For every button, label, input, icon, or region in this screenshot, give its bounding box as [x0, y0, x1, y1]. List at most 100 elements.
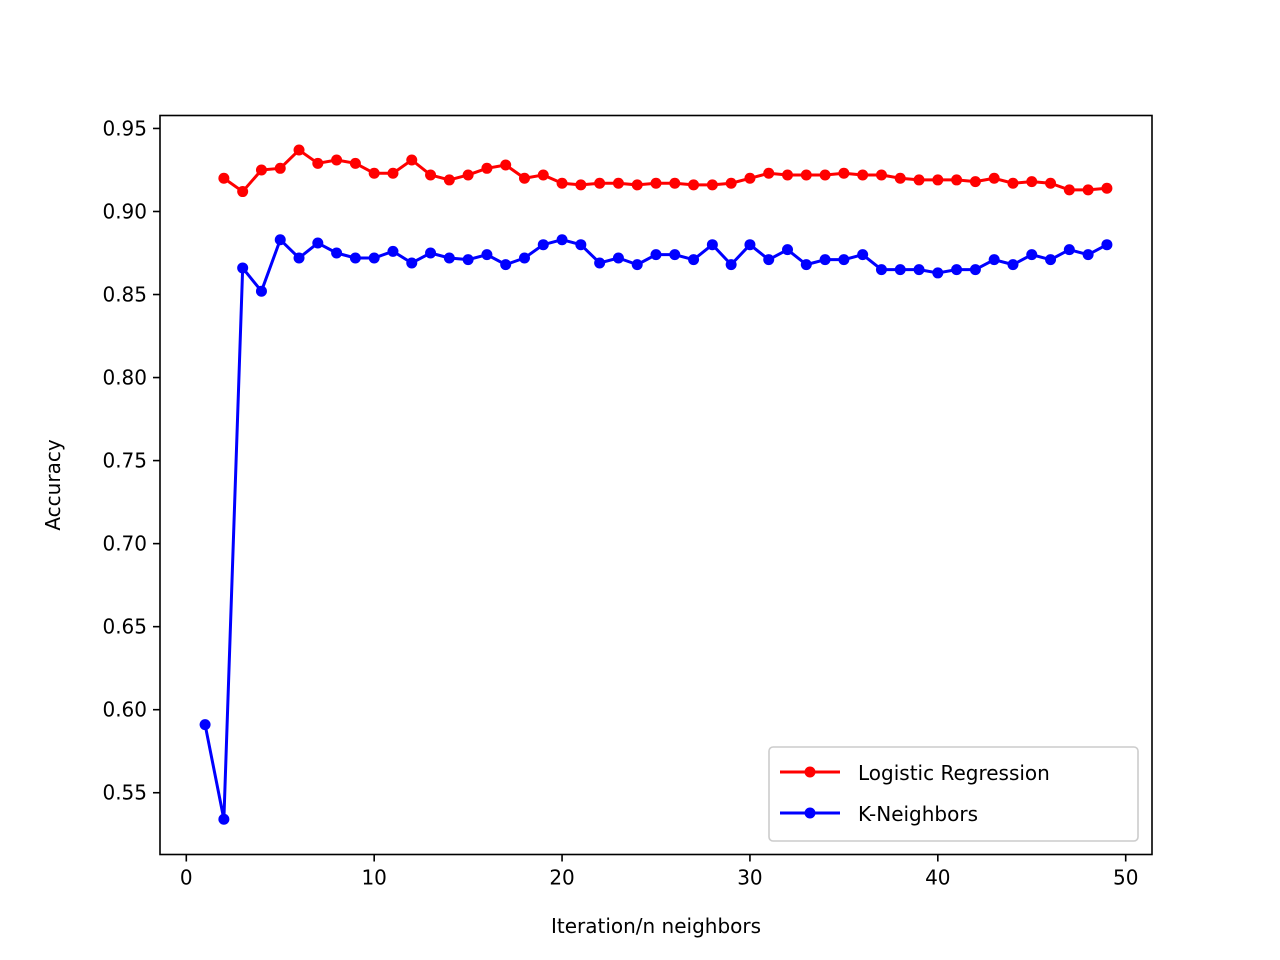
data-point-logistic-regression — [744, 172, 756, 184]
data-point-k-neighbors — [594, 257, 606, 269]
data-point-logistic-regression — [481, 162, 493, 174]
data-point-k-neighbors — [744, 239, 756, 251]
data-point-k-neighbors — [425, 247, 437, 259]
data-point-k-neighbors — [650, 249, 662, 261]
data-point-logistic-regression — [857, 169, 869, 181]
data-point-k-neighbors — [1101, 239, 1113, 251]
legend-box — [768, 746, 1139, 842]
data-point-logistic-regression — [800, 169, 812, 181]
data-point-logistic-regression — [1045, 177, 1057, 189]
data-point-k-neighbors — [218, 813, 230, 825]
data-point-logistic-regression — [932, 174, 944, 186]
data-point-logistic-regression — [255, 164, 267, 176]
y-axis-title: Accuracy — [41, 439, 65, 530]
data-point-logistic-regression — [556, 177, 568, 189]
data-point-k-neighbors — [274, 234, 286, 246]
data-point-k-neighbors — [500, 259, 512, 271]
data-point-k-neighbors — [800, 259, 812, 271]
data-point-k-neighbors — [443, 252, 455, 264]
legend: Logistic Regression K-Neighbors — [768, 746, 1139, 842]
data-point-logistic-regression — [518, 172, 530, 184]
data-point-logistic-regression — [631, 179, 643, 191]
data-point-k-neighbors — [838, 254, 850, 266]
data-point-k-neighbors — [462, 254, 474, 266]
data-point-k-neighbors — [612, 252, 624, 264]
data-point-logistic-regression — [669, 177, 681, 189]
data-point-logistic-regression — [782, 169, 794, 181]
data-point-logistic-regression — [462, 169, 474, 181]
data-point-logistic-regression — [725, 177, 737, 189]
data-point-k-neighbors — [631, 259, 643, 271]
data-point-logistic-regression — [1026, 176, 1038, 188]
data-point-k-neighbors — [406, 257, 418, 269]
data-point-k-neighbors — [368, 252, 380, 264]
data-point-logistic-regression — [688, 179, 700, 191]
data-point-k-neighbors — [1045, 254, 1057, 266]
data-point-k-neighbors — [518, 252, 530, 264]
x-tick-label: 20 — [549, 866, 574, 890]
y-tick-label: 0.55 — [102, 781, 147, 805]
x-axis-title: Iteration/n neighbors — [551, 914, 761, 938]
y-tick-label: 0.85 — [102, 283, 147, 307]
x-tick-label: 40 — [925, 866, 950, 890]
series-layer — [199, 144, 1113, 825]
data-point-logistic-regression — [537, 169, 549, 181]
y-tick-label: 0.75 — [102, 449, 147, 473]
data-point-logistic-regression — [349, 157, 361, 169]
data-point-k-neighbors — [913, 264, 925, 276]
data-point-k-neighbors — [782, 244, 794, 256]
legend-logistic-regression-marker — [804, 766, 816, 778]
data-point-k-neighbors — [894, 264, 906, 276]
x-tick-label: 0 — [180, 866, 193, 890]
data-point-k-neighbors — [293, 252, 305, 264]
data-point-k-neighbors — [669, 249, 681, 261]
data-point-k-neighbors — [199, 719, 211, 731]
x-axis: 0 10 20 30 40 50 — [180, 854, 1138, 890]
y-axis: 0.55 0.60 0.65 0.70 0.75 0.80 0.85 0.90 0.95 — [102, 116, 160, 805]
data-point-k-neighbors — [237, 262, 249, 274]
y-tick-label: 0.80 — [102, 366, 147, 390]
x-tick-label: 30 — [737, 866, 762, 890]
data-point-logistic-regression — [575, 179, 587, 191]
data-point-logistic-regression — [331, 154, 343, 166]
data-point-logistic-regression — [293, 144, 305, 156]
y-tick-label: 0.60 — [102, 698, 147, 722]
data-point-logistic-regression — [969, 176, 981, 188]
data-point-k-neighbors — [1007, 259, 1019, 271]
legend-logistic-regression-label: Logistic Regression — [858, 761, 1050, 785]
data-point-k-neighbors — [1063, 244, 1075, 256]
series-k-neighbors — [199, 234, 1113, 825]
data-point-logistic-regression — [763, 167, 775, 179]
y-tick-label: 0.65 — [102, 615, 147, 639]
data-point-logistic-regression — [368, 167, 380, 179]
plot-area — [160, 115, 1152, 855]
data-point-k-neighbors — [556, 234, 568, 246]
data-point-k-neighbors — [481, 249, 493, 261]
data-point-logistic-regression — [913, 174, 925, 186]
data-point-k-neighbors — [387, 245, 399, 257]
data-point-logistic-regression — [387, 167, 399, 179]
data-point-logistic-regression — [500, 159, 512, 171]
data-point-logistic-regression — [1082, 184, 1094, 196]
data-point-logistic-regression — [706, 179, 718, 191]
x-tick-label: 10 — [361, 866, 386, 890]
data-point-k-neighbors — [725, 259, 737, 271]
data-point-logistic-regression — [274, 162, 286, 174]
data-point-k-neighbors — [331, 247, 343, 259]
data-point-k-neighbors — [1082, 249, 1094, 261]
data-point-k-neighbors — [819, 254, 831, 266]
y-tick-label: 0.90 — [102, 199, 147, 223]
series-logistic-regression — [218, 144, 1113, 198]
data-point-k-neighbors — [951, 264, 963, 276]
data-point-k-neighbors — [537, 239, 549, 251]
data-point-logistic-regression — [443, 174, 455, 186]
data-point-logistic-regression — [218, 172, 230, 184]
legend-k-neighbors-marker — [804, 807, 816, 819]
data-point-logistic-regression — [951, 174, 963, 186]
data-point-k-neighbors — [1026, 249, 1038, 261]
data-point-k-neighbors — [312, 237, 324, 249]
data-point-logistic-regression — [594, 177, 606, 189]
legend-k-neighbors-label: K-Neighbors — [858, 802, 978, 826]
data-point-logistic-regression — [819, 169, 831, 181]
